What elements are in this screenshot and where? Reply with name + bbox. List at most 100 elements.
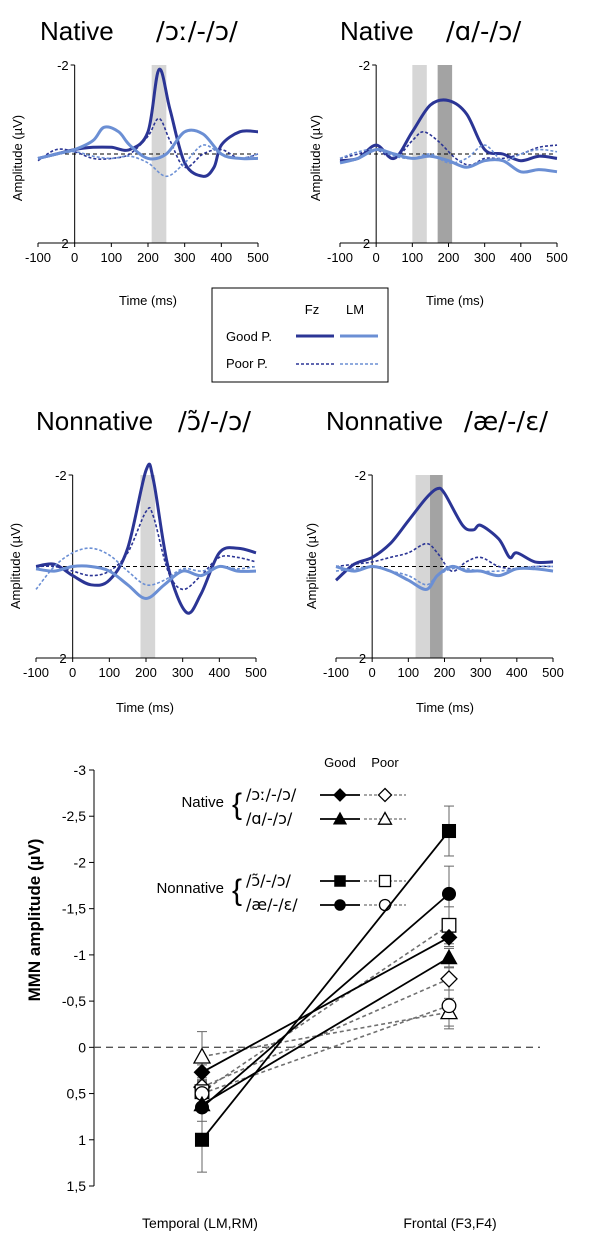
erp-waveform <box>339 98 558 163</box>
y-axis-label: Amplitude (µV) <box>8 523 23 609</box>
legend-contrast-1: /ɔː/-/ɔ/ <box>246 785 297 804</box>
x-tick-label: 300 <box>172 665 194 680</box>
data-marker-circle <box>441 886 457 901</box>
y-tick-label: 1 <box>78 1132 86 1148</box>
data-marker-triangle <box>332 811 348 825</box>
panel-title-contrast: /ɔː/-/ɔ/ <box>156 17 238 47</box>
x-axis-label: Time (ms) <box>416 700 474 715</box>
erp-waveform <box>35 547 257 590</box>
legend-col-poor: Poor <box>371 755 399 770</box>
erp-waveform <box>35 462 257 615</box>
erp-waveform <box>334 486 554 582</box>
data-marker-diamond <box>333 788 347 802</box>
x-tick-label: 500 <box>546 250 568 265</box>
x-tick-label: 400 <box>506 665 528 680</box>
x-category-frontal: Frontal (F3,F4) <box>403 1215 496 1231</box>
legend-contrast-3: /ɔ̃/-/ɔ/ <box>246 871 292 890</box>
y-tick-label: -2,5 <box>62 808 86 824</box>
data-marker-square <box>334 875 346 887</box>
erp-waveform <box>339 144 558 164</box>
x-tick-label: 0 <box>69 665 76 680</box>
mmn-amplitude-chart: MMN amplitude (µV) Temporal (LM,RM) Fron… <box>25 755 540 1231</box>
y-tick-label: -2 <box>74 854 87 870</box>
series-line-good <box>201 956 450 1106</box>
y-tick-label: -2 <box>359 58 371 73</box>
y-tick-label: -0,5 <box>62 993 86 1009</box>
panel-title-prefix: Nonnative <box>326 406 443 436</box>
legend-col-lm: LM <box>346 302 364 317</box>
series-line-good <box>201 936 450 1074</box>
data-marker-circle <box>334 899 346 911</box>
y-tick-label: -1 <box>74 947 87 963</box>
legend-row-poor: Poor P. <box>226 356 268 371</box>
x-tick-label: 100 <box>100 250 122 265</box>
x-tick-label: 0 <box>373 250 380 265</box>
x-tick-label: 200 <box>438 250 460 265</box>
erp-waveform <box>335 564 554 591</box>
y-tick-label: -1,5 <box>62 901 86 917</box>
erp-waveform <box>35 506 257 591</box>
x-tick-label: 100 <box>98 665 120 680</box>
x-axis-label: Time (ms) <box>119 293 177 308</box>
x-tick-label: 300 <box>174 250 196 265</box>
legend-brace-nonnative: { <box>232 874 242 907</box>
x-tick-label: 200 <box>135 665 157 680</box>
x-tick-label: 100 <box>397 665 419 680</box>
x-tick-label: 100 <box>401 250 423 265</box>
erp-waveform <box>335 565 554 586</box>
erp-panel-native-open-vowel: Native /ɑ/-/ɔ/ Amplitude (µV) Time (ms) … <box>308 16 568 308</box>
x-tick-label: -100 <box>323 665 349 680</box>
y-tick-label: -2 <box>355 468 367 483</box>
x-tick-label: 500 <box>245 665 267 680</box>
x-tick-label: 200 <box>137 250 159 265</box>
erp-panel-nonnative-front-vowel: Nonnative /æ/-/ɛ/ Amplitude (µV) Time (m… <box>304 406 564 715</box>
legend-row-good: Good P. <box>226 329 272 344</box>
data-marker-diamond <box>440 970 458 988</box>
x-tick-label: -100 <box>327 250 353 265</box>
data-marker-triangle <box>192 1047 212 1064</box>
panel-title-contrast: /ɔ̃/-/ɔ/ <box>178 407 251 437</box>
mmn-legend: Good Poor Native Nonnative { { /ɔː/-/ɔ/ … <box>156 755 406 914</box>
erp-waveform <box>37 117 259 169</box>
legend-group-nonnative: Nonnative <box>156 880 224 897</box>
legend-brace-native: { <box>232 788 242 821</box>
erp-waveform <box>37 67 259 178</box>
y-axis-label: MMN amplitude (µV) <box>25 839 44 1002</box>
series-line-poor <box>201 978 450 1088</box>
y-tick-label: 2 <box>61 236 68 251</box>
x-tick-label: 200 <box>434 665 456 680</box>
legend-contrast-4: /æ/-/ɛ/ <box>246 895 298 914</box>
x-tick-label: 400 <box>510 250 532 265</box>
y-tick-label: 2 <box>363 236 370 251</box>
erp-waveform <box>37 144 259 178</box>
series-line-poor <box>201 1004 450 1095</box>
erp-waveform <box>339 130 558 166</box>
x-tick-label: 400 <box>208 665 230 680</box>
y-tick-label: 2 <box>59 651 66 666</box>
legend-col-fz: Fz <box>305 302 319 317</box>
legend-contrast-2: /ɑ/-/ɔ/ <box>246 809 293 828</box>
x-tick-label: 0 <box>369 665 376 680</box>
data-marker-circle <box>441 998 457 1014</box>
y-axis-label: Amplitude (µV) <box>10 115 25 201</box>
y-tick-label: -2 <box>57 58 69 73</box>
y-tick-label: 1,5 <box>67 1178 87 1194</box>
series-line-good <box>201 893 450 1109</box>
erp-waveform <box>37 125 259 161</box>
data-marker-circle <box>194 1100 210 1115</box>
legend-col-good: Good <box>324 755 356 770</box>
data-marker-diamond <box>440 928 458 946</box>
y-tick-label: -2 <box>55 468 67 483</box>
analysis-window <box>415 475 432 658</box>
legend-group-native: Native <box>181 794 224 811</box>
panel-title-prefix: Native <box>40 16 114 46</box>
data-marker-square <box>378 874 392 888</box>
data-marker-square <box>194 1132 210 1147</box>
y-tick-label: 0 <box>78 1039 86 1055</box>
x-tick-label: 400 <box>210 250 232 265</box>
y-tick-label: -3 <box>74 762 87 778</box>
x-category-temporal: Temporal (LM,RM) <box>142 1215 258 1231</box>
series-line-poor <box>201 1011 450 1058</box>
data-marker-diamond <box>377 787 393 803</box>
panel-title-contrast: /æ/-/ɛ/ <box>464 407 548 437</box>
